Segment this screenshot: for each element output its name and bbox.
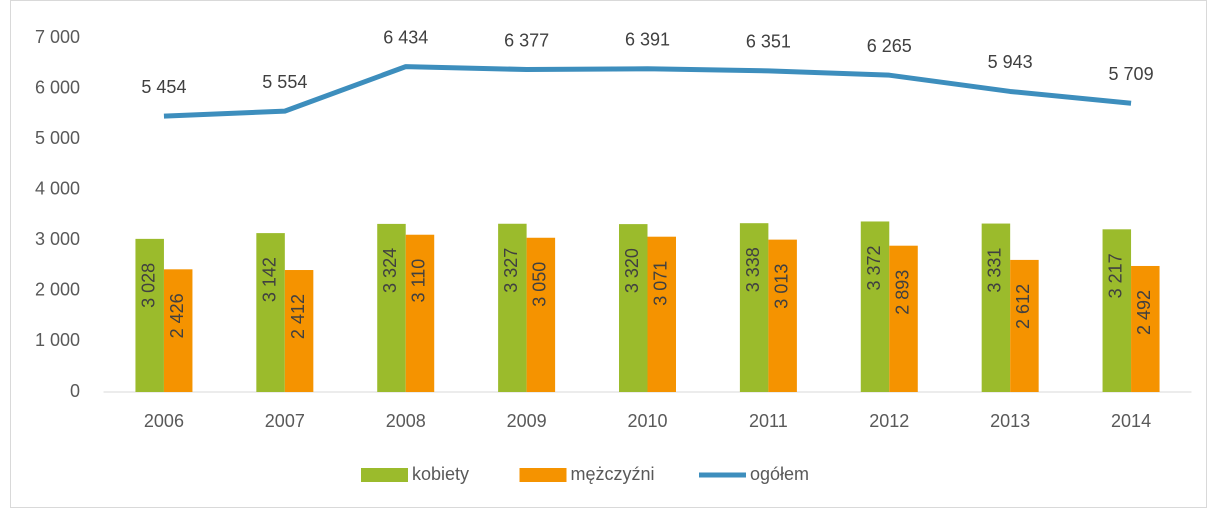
- x-tick-label: 2013: [990, 411, 1030, 431]
- bar-value-label: 2 426: [167, 293, 187, 338]
- bar-value-label: 3 050: [530, 262, 550, 307]
- bar: [163, 269, 193, 392]
- bar-value-label: 3 110: [409, 259, 429, 303]
- bar-value-label: 3 071: [651, 261, 671, 306]
- bar: [739, 223, 769, 392]
- line-value-label: 6 434: [383, 27, 428, 47]
- y-tick-label: 2 000: [35, 280, 80, 300]
- x-tick-label: 2007: [265, 411, 305, 431]
- line: [163, 64, 1132, 119]
- line-value-label: 6 391: [625, 30, 670, 50]
- bar-value-label: 3 028: [138, 263, 158, 308]
- x-tick-label: 2012: [869, 411, 909, 431]
- y-tick-label: 4 000: [35, 178, 80, 198]
- legend-label: ogółem: [750, 464, 809, 484]
- line-value-label: 6 265: [867, 36, 912, 56]
- y-tick-label: 7 000: [35, 27, 80, 47]
- bar: [1010, 259, 1039, 392]
- bar-value-label: 2 612: [1013, 284, 1033, 329]
- bar: [647, 236, 676, 392]
- bar: [405, 234, 435, 392]
- bar: [768, 239, 797, 392]
- bar-value-label: 3 338: [743, 247, 763, 292]
- bar: [526, 237, 556, 392]
- bar-value-label: 3 217: [1106, 253, 1126, 298]
- chart-border: [10, 0, 1207, 508]
- x-tick-label: 2009: [507, 411, 547, 431]
- bar: [377, 223, 406, 392]
- x-tick-label: 2011: [749, 411, 788, 431]
- bar: [1102, 229, 1132, 392]
- y-tick-label: 0: [70, 381, 80, 401]
- bar: [284, 270, 314, 392]
- x-tick-label: 2014: [1111, 411, 1151, 431]
- line-value-label: 6 351: [746, 32, 791, 52]
- legend-swatch: [519, 468, 567, 482]
- line-value-label: 6 377: [504, 30, 549, 50]
- bar-value-label: 3 324: [380, 248, 400, 293]
- bar-value-label: 3 320: [622, 248, 642, 293]
- bar: [498, 223, 527, 392]
- bar-value-label: 3 327: [501, 248, 521, 293]
- line-value-label: 5 454: [141, 77, 186, 97]
- legend-label: mężczyźni: [571, 464, 655, 484]
- legend-swatch: [361, 468, 408, 482]
- x-tick-label: 2006: [144, 411, 184, 431]
- bar: [981, 223, 1011, 392]
- line-value-label: 5 943: [988, 52, 1033, 72]
- bar-value-label: 2 893: [892, 270, 912, 315]
- y-tick-label: 3 000: [35, 229, 80, 249]
- x-tick-label: 2010: [627, 411, 667, 431]
- bar-value-label: 3 013: [771, 264, 791, 309]
- y-tick-label: 1 000: [35, 330, 80, 350]
- x-tick-label: 2008: [386, 411, 426, 431]
- bar-value-label: 2 412: [288, 294, 308, 339]
- bar: [256, 233, 285, 392]
- bar-value-label: 3 331: [985, 248, 1005, 293]
- line-value-label: 5 709: [1109, 64, 1154, 84]
- bar-value-label: 2 492: [1134, 290, 1154, 335]
- y-tick-label: 6 000: [35, 77, 80, 97]
- bar: [135, 238, 164, 392]
- bar: [619, 224, 648, 392]
- line-value-label: 5 554: [262, 72, 307, 92]
- bar: [860, 221, 890, 392]
- bar-value-label: 3 142: [259, 257, 279, 302]
- legend-label: kobiety: [412, 464, 469, 484]
- bar: [889, 245, 918, 392]
- y-tick-label: 5 000: [35, 128, 80, 148]
- bar: [1131, 265, 1160, 392]
- bar-value-label: 3 372: [864, 245, 884, 290]
